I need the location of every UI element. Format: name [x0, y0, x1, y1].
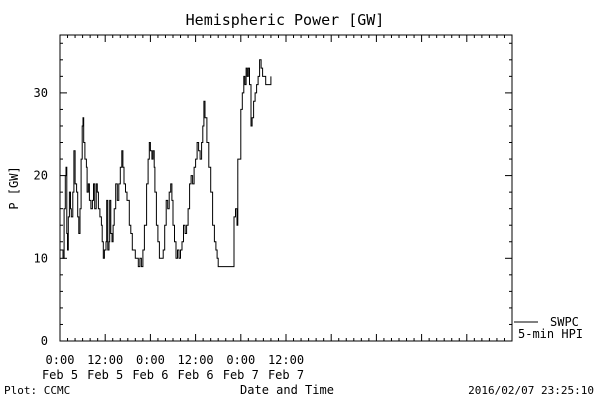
y-tick-label: 20	[34, 169, 48, 183]
plot-frame	[59, 34, 513, 342]
x-tick-date-label: Feb 5	[42, 368, 78, 382]
x-tick-time-label: 0:00	[46, 353, 75, 367]
legend-line2: 5-min HPI	[518, 327, 583, 341]
series-line-hpi	[60, 59, 272, 268]
x-tick-date-label: Feb 5	[87, 368, 123, 382]
x-tick-time-label: 12:00	[178, 353, 214, 367]
x-tick-date-label: Feb 7	[223, 368, 259, 382]
x-tick-time-label: 0:00	[226, 353, 255, 367]
x-tick-time-label: 12:00	[87, 353, 123, 367]
footer-plot-source: Plot: CCMC	[4, 384, 70, 397]
footer-timestamp: 2016/02/07 23:25:10	[468, 384, 594, 397]
y-axis-label: P [GW]	[7, 166, 21, 209]
x-tick-date-label: Feb 6	[132, 368, 168, 382]
legend-line1: SWPC	[550, 315, 579, 329]
y-axis: 0 10 20 30	[34, 42, 512, 348]
chart-title: Hemispheric Power [GW]	[186, 11, 385, 29]
x-tick-time-label: 12:00	[268, 353, 304, 367]
x-tick-time-label: 0:00	[136, 353, 165, 367]
x-axis-label: Date and Time	[240, 383, 334, 397]
x-tick-date-label: Feb 6	[178, 368, 214, 382]
x-tick-date-label: Feb 7	[268, 368, 304, 382]
y-tick-label: 0	[41, 334, 48, 348]
y-tick-label: 10	[34, 251, 48, 265]
y-tick-label: 30	[34, 86, 48, 100]
